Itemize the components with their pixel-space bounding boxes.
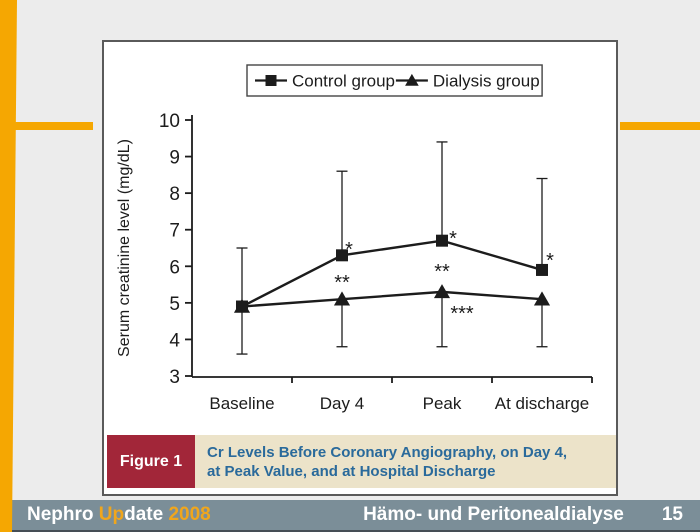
square-marker [236,300,248,313]
significance-marker: ** [434,261,450,283]
triangle-marker [433,284,451,299]
triangle-marker [405,73,419,86]
left-accent-line [0,122,93,130]
legend-label: Dialysis group [433,72,540,91]
footer-brand-segment: Up [98,504,125,525]
significance-marker: * [546,250,554,272]
square-marker [536,263,548,276]
square-marker [436,234,448,247]
significance-marker: *** [450,303,474,325]
square-marker [265,75,277,86]
footer-brand: Nephro Update 2008 [27,504,211,526]
y-tick-label: 10 [159,111,180,132]
left-accent-bar [0,0,17,532]
footer-topic: Hämo- und Peritonealdialyse [363,504,624,525]
figure-caption-block: Figure 1 Cr Levels Before Coronary Angio… [107,435,616,488]
y-tick-label: 8 [169,184,180,205]
triangle-marker [333,291,351,306]
footer-page-number: 15 [661,504,683,525]
y-tick-label: 7 [169,221,180,242]
y-tick-label: 5 [169,294,180,315]
footer-bar: Nephro Update 2008 Hämo- und Peritoneald… [0,500,700,532]
y-tick-label: 4 [169,330,180,351]
triangle-marker [533,291,551,306]
figure-caption-line1: Cr Levels Before Coronary Angiography, o… [207,443,568,461]
y-tick-label: 9 [169,148,180,169]
cr-levels-chart: 3 4 5 6 7 8 9 10 Baseline Day 4 Peak At discharge Se… [116,64,593,413]
x-category-label: Peak [423,394,462,413]
error-bars [236,141,548,355]
legend: Control group Dialysis group [246,64,543,97]
significance-marker: ** [334,272,350,294]
x-category-label: At discharge [495,394,590,413]
y-tick-label: 3 [169,367,180,388]
figure-caption: Cr Levels Before Coronary Angiography, o… [195,435,616,488]
x-category-label: Day 4 [320,394,364,413]
figure-label: Figure 1 [119,452,183,470]
legend-label: Control group [292,72,395,91]
significance-marker: * [345,239,353,261]
y-tick-label: 6 [169,257,180,278]
slide-content-area: 3 4 5 6 7 8 9 10 Baseline Day 4 Peak At discharge Se… [102,40,618,496]
y-axis-title: Serum creatinine level (mg/dL) [116,139,133,357]
axes: 3 4 5 6 7 8 9 10 Baseline Day 4 Peak At discharge Se… [116,111,593,413]
footer-right-group: Hämo- und Peritonealdialyse 15 [363,504,683,526]
footer-brand-segment: Nephro [27,504,99,525]
significance-marker: * [449,228,457,250]
x-category-label: Baseline [209,394,274,413]
series-square [236,234,548,313]
right-accent-line [620,122,700,130]
series-triangle [233,284,551,313]
figure-label-badge: Figure 1 [107,435,195,488]
footer-brand-segment: date [124,504,169,525]
square-marker [336,249,348,262]
figure-caption-line2: at Peak Value, and at Hospital Discharge [207,462,496,480]
footer-brand-segment: 2008 [168,504,211,525]
